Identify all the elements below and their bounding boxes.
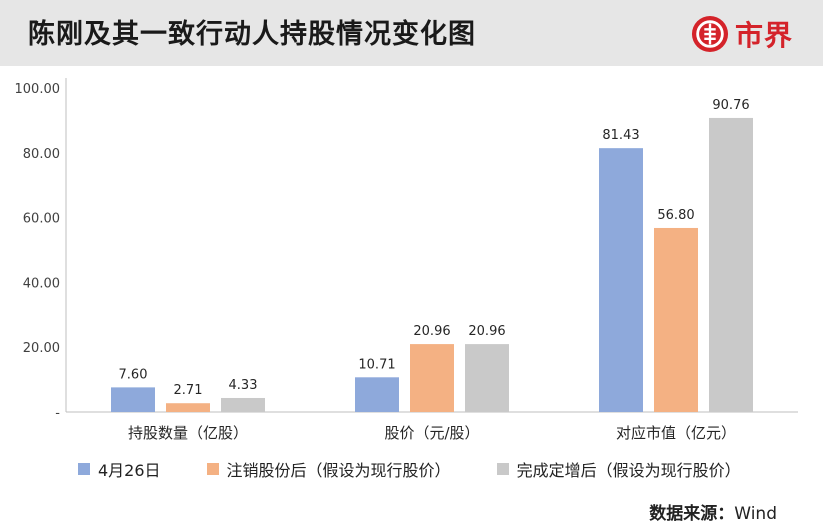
x-tick-label: 对应市值（亿元） xyxy=(616,424,736,442)
y-tick-label: 80.00 xyxy=(23,147,60,162)
legend-label: 完成定增后（假设为现行股价） xyxy=(516,461,741,480)
bar-value-label: 10.71 xyxy=(358,357,395,372)
bar xyxy=(221,397,265,412)
bar-value-label: 56.80 xyxy=(657,208,694,223)
brand-text: 市界 xyxy=(734,19,793,52)
bar xyxy=(709,117,753,413)
x-tick-label: 持股数量（亿股） xyxy=(128,424,248,442)
bar-value-label: 2.71 xyxy=(174,383,203,398)
page-title: 陈刚及其一致行动人持股情况变化图 xyxy=(28,19,476,50)
bar xyxy=(111,387,155,412)
legend-label: 注销股份后（假设为现行股价） xyxy=(226,461,451,480)
legend-swatch xyxy=(206,463,219,475)
bar-value-label: 20.96 xyxy=(468,324,505,339)
y-tick-label: 100.00 xyxy=(15,82,61,97)
bar-value-label: 7.60 xyxy=(119,367,148,382)
y-tick-label: 20.00 xyxy=(23,341,60,356)
chart-area: - 20.00 40.00 60.00 80.00 100.00 7.60 2.71 4.33 持… xyxy=(0,66,823,528)
bar-chart: - 20.00 40.00 60.00 80.00 100.00 7.60 2.71 4.33 持… xyxy=(15,78,798,442)
bar-value-label: 81.43 xyxy=(602,128,639,143)
source-value: Wind xyxy=(734,504,777,524)
y-tick-label: - xyxy=(55,406,60,421)
legend-label: 4月26日 xyxy=(98,461,161,480)
bar xyxy=(355,377,399,412)
legend-item-series-2: 注销股份后（假设为现行股价） xyxy=(206,457,451,481)
bar-value-label: 4.33 xyxy=(229,378,258,393)
y-tick-label: 60.00 xyxy=(23,212,60,227)
brand-logo-icon xyxy=(691,15,729,53)
legend-swatch xyxy=(496,463,509,475)
bar xyxy=(654,227,698,412)
bar-value-label: 90.76 xyxy=(712,98,749,113)
brand: 市界 xyxy=(691,14,793,54)
legend-swatch xyxy=(78,463,90,475)
chart-legend: 4月26日 注销股份后（假设为现行股价） 完成定增后（假设为现行股价） xyxy=(78,458,787,480)
bar xyxy=(465,344,509,412)
source-label: 数据来源： xyxy=(649,504,735,524)
bar-value-label: 20.96 xyxy=(413,324,450,339)
x-tick-label: 股价（元/股） xyxy=(384,424,479,442)
bar xyxy=(599,148,643,412)
bar xyxy=(410,344,454,412)
data-source: 数据来源：Wind xyxy=(649,499,777,524)
y-tick-label: 40.00 xyxy=(23,276,60,291)
header-bar: 陈刚及其一致行动人持股情况变化图 市界 xyxy=(0,0,823,66)
legend-item-series-3: 完成定增后（假设为现行股价） xyxy=(496,457,741,481)
bar xyxy=(166,403,210,412)
legend-item-series-1: 4月26日 xyxy=(78,457,161,481)
